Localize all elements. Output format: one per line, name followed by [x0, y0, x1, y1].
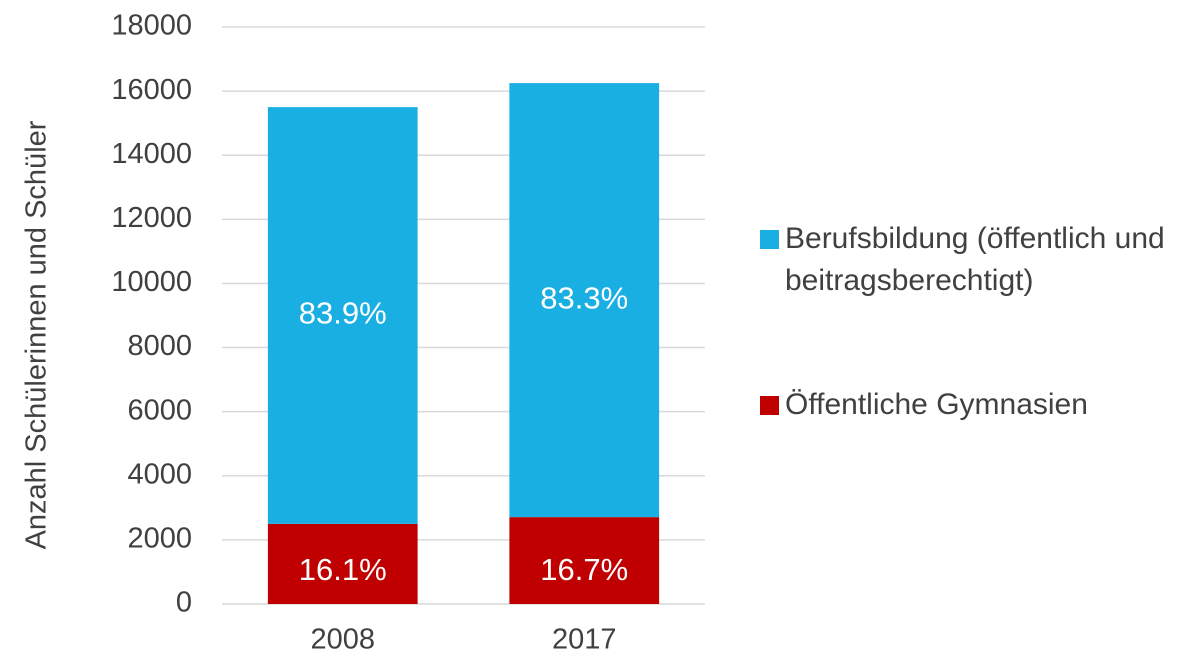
legend-item: Öffentliche Gymnasien [760, 384, 1190, 426]
legend-label: Berufsbildung (öffentlich und beitragsbe… [785, 222, 1165, 297]
data-label: 16.1% [299, 552, 387, 587]
bar-segment [509, 83, 660, 518]
x-tick-label: 2008 [310, 624, 375, 656]
legend-label: Öffentliche Gymnasien [785, 388, 1088, 421]
y-tick-label: 16000 [111, 74, 192, 106]
legend-item: Berufsbildung (öffentlich und beitragsbe… [760, 218, 1190, 302]
y-tick-label: 18000 [111, 10, 192, 42]
y-axis-title: Anzahl Schülerinnen und Schüler [21, 120, 53, 549]
y-tick-label: 8000 [127, 330, 192, 362]
legend-swatch [760, 396, 779, 415]
y-tick-label: 0 [176, 587, 192, 619]
y-tick-label: 2000 [127, 523, 192, 555]
bar-segment [509, 517, 660, 604]
data-label: 16.7% [540, 552, 628, 587]
y-tick-label: 6000 [127, 394, 192, 426]
x-tick-label: 2017 [552, 624, 617, 656]
data-label: 83.9% [299, 296, 387, 331]
data-label: 83.3% [540, 280, 628, 315]
y-tick-label: 10000 [111, 266, 192, 298]
bar-segment [267, 107, 418, 524]
bar-segment [267, 523, 418, 604]
y-tick-label: 14000 [111, 138, 192, 170]
legend-swatch [760, 230, 779, 249]
legend: Berufsbildung (öffentlich und beitragsbe… [760, 218, 1190, 508]
y-tick-label: 4000 [127, 458, 192, 490]
y-tick-label: 12000 [111, 202, 192, 234]
